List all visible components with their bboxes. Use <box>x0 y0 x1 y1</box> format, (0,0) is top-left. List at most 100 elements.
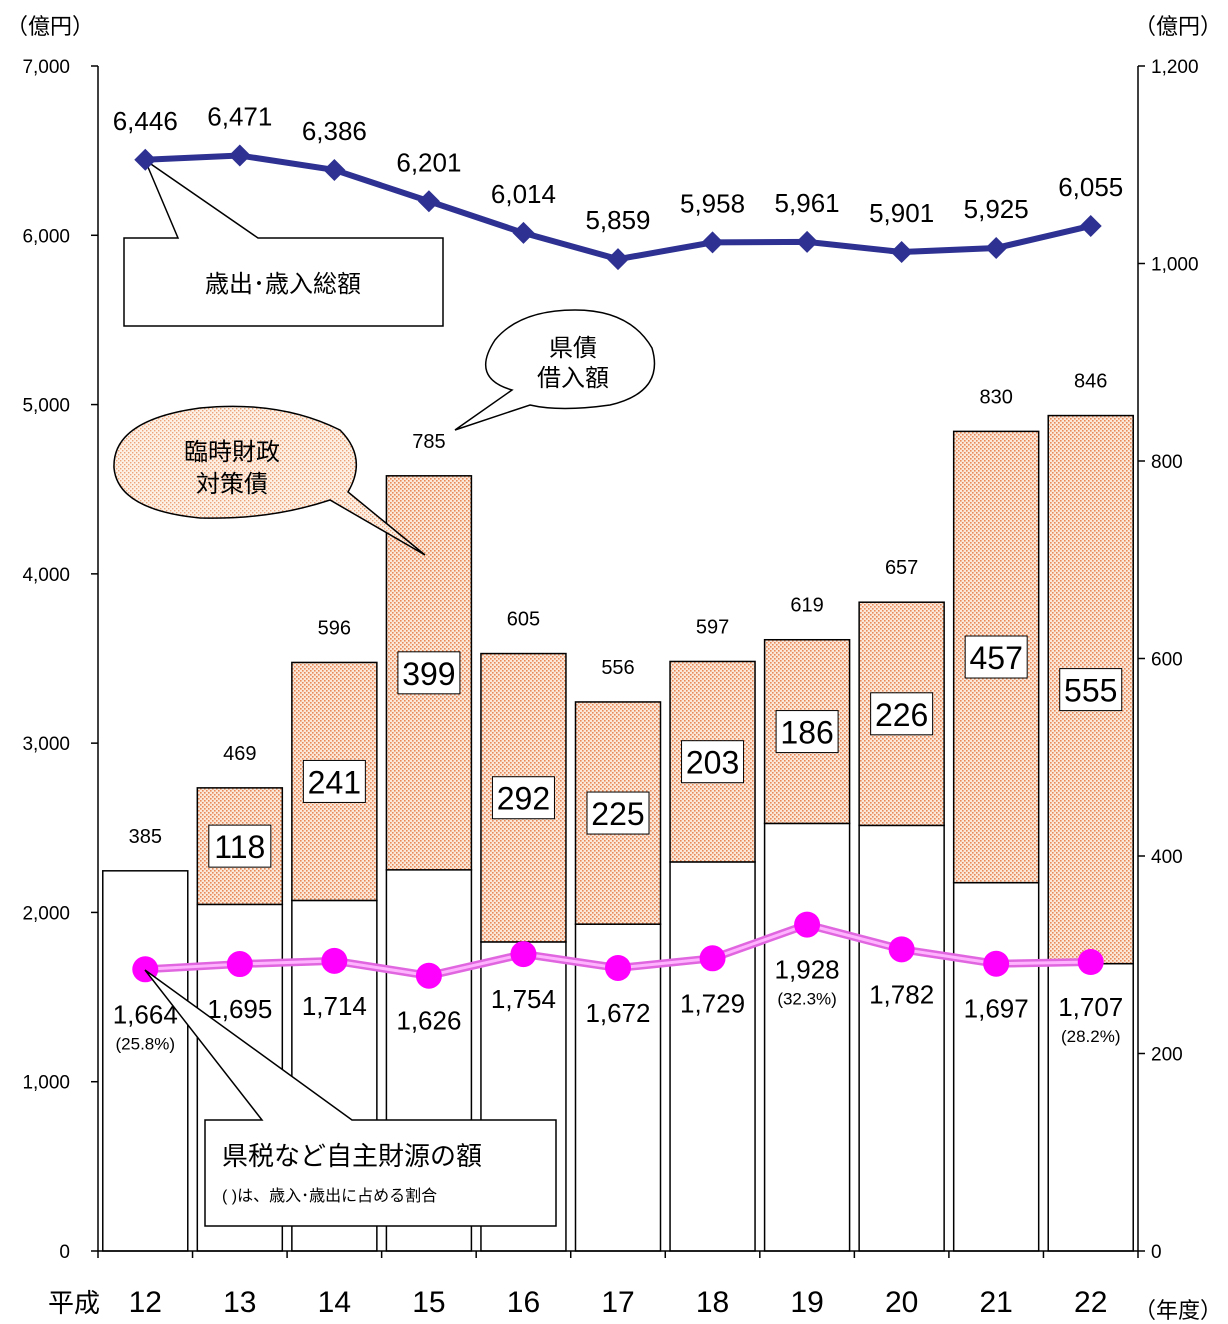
rinji-value-label: 399 <box>402 656 455 692</box>
total-value-label: 6,201 <box>396 147 461 177</box>
bond-value-label: 846 <box>1074 371 1107 393</box>
rinji-value-label: 555 <box>1064 673 1117 709</box>
x-axis-prefix: 平成 <box>48 1288 100 1318</box>
total-point <box>701 231 724 254</box>
total-line-series: 6,446 6,471 6,386 6,201 6,014 5,859 5,958 5,961… <box>113 102 1123 271</box>
total-value-label: 5,961 <box>775 188 840 218</box>
rinji-label-box <box>681 740 745 784</box>
total-value-label: 5,958 <box>680 188 745 218</box>
year-label: 21 <box>979 1286 1012 1319</box>
rinji-callout-line2: 対策債 <box>196 471 268 498</box>
year-label: 19 <box>790 1286 823 1319</box>
rinji-callout: 臨時財政 対策債 <box>113 405 426 556</box>
bond-bar-base <box>102 870 189 1252</box>
bond-callout-line1: 県債 <box>549 335 597 362</box>
own-revenue-point <box>888 936 915 963</box>
bond-value-label: 657 <box>885 557 918 579</box>
own-revenue-percent-label: (32.3%) <box>777 990 837 1009</box>
own-revenue-value-label: 1,707 <box>1058 992 1123 1022</box>
x-axis-unit: （年度） <box>1134 1298 1222 1323</box>
total-value-label: 5,901 <box>869 198 934 228</box>
own-revenue-point <box>321 947 348 974</box>
total-point <box>796 230 819 253</box>
own-revenue-percent-label: (25.8%) <box>116 1034 176 1053</box>
rinji-label-box <box>397 651 461 695</box>
own-revenue-value-label: 1,697 <box>964 994 1029 1024</box>
rinji-value-label: 186 <box>780 715 833 751</box>
bond-value-label: 785 <box>412 431 445 453</box>
own-revenue-value-label: 1,664 <box>113 999 178 1029</box>
own-revenue-percent-label: (28.2%) <box>1061 1027 1121 1046</box>
own-revenue-value-label: 1,754 <box>491 984 556 1014</box>
own-revenue-value-label: 1,714 <box>302 991 367 1021</box>
right-axis-tick-label: 200 <box>1151 1045 1183 1066</box>
own-revenue-value-label: 1,928 <box>775 955 840 985</box>
own-revenue-value-label: 1,729 <box>680 988 745 1018</box>
own-revenue-value-label: 1,695 <box>207 994 272 1024</box>
year-label: 14 <box>318 1286 351 1319</box>
bond-bar-base <box>763 822 851 1252</box>
own-revenue-point <box>1077 949 1104 976</box>
total-point <box>1079 214 1102 237</box>
own-revenue-value-label: 1,782 <box>869 979 934 1009</box>
rinji-label-box <box>208 824 272 868</box>
total-point <box>323 158 346 181</box>
own-revenue-point <box>226 951 253 978</box>
own-revenue-callout-title: 県税など自主財源の額 <box>222 1141 482 1171</box>
own-revenue-point <box>699 945 726 972</box>
right-axis-tick-label: 1,000 <box>1151 255 1199 276</box>
bond-callout: 県債 借入額 <box>454 309 656 431</box>
own-revenue-point <box>415 962 442 989</box>
rinji-label-box <box>964 635 1028 679</box>
left-axis-tick-label: 7,000 <box>22 57 70 78</box>
total-value-label: 6,471 <box>207 102 272 132</box>
rinji-label-box <box>1059 668 1123 712</box>
rinji-label-box <box>586 791 650 835</box>
total-callout: 歳出･歳入総額 <box>123 157 444 327</box>
total-callout-label: 歳出･歳入総額 <box>205 271 361 298</box>
left-axis-tick-label: 3,000 <box>22 734 70 755</box>
right-axis-tick-label: 0 <box>1151 1242 1162 1263</box>
left-axis-tick-label: 5,000 <box>22 396 70 417</box>
own-revenue-callout: 県税など自主財源の額 ( )は、歳入･歳出に占める割合 <box>144 969 557 1227</box>
bond-value-label: 385 <box>129 826 162 848</box>
total-point <box>985 236 1008 259</box>
total-value-label: 6,386 <box>302 116 367 146</box>
own-revenue-point <box>510 941 537 968</box>
right-axis: 0 200 400 600 800 1,000 1,200 <box>1137 57 1199 1263</box>
total-value-label: 5,925 <box>964 194 1029 224</box>
total-value-label: 6,055 <box>1058 172 1123 202</box>
rinji-value-label: 457 <box>969 640 1022 676</box>
total-value-label: 6,014 <box>491 179 556 209</box>
bond-value-label: 619 <box>790 595 823 617</box>
rinji-callout-line1: 臨時財政 <box>184 439 280 466</box>
rinji-label-box <box>302 759 366 803</box>
bond-bar-base <box>858 824 945 1252</box>
rinji-value-label: 203 <box>686 745 739 781</box>
total-point <box>134 148 157 171</box>
left-axis-tick-label: 4,000 <box>22 565 70 586</box>
bond-callout-line2: 借入額 <box>537 365 609 392</box>
rinji-value-label: 225 <box>591 796 644 832</box>
left-axis: 0 1,000 2,000 3,000 4,000 5,000 6,000 7,000 <box>22 57 99 1263</box>
left-axis-tick-label: 1,000 <box>22 1073 70 1094</box>
right-axis-tick-label: 800 <box>1151 452 1183 473</box>
bond-value-label: 605 <box>507 609 540 631</box>
own-revenue-point <box>794 911 821 938</box>
own-revenue-line-series: 1,664 (25.8%) 1,695 1,714 1,626 1,754 1,672 1,7… <box>113 911 1123 1053</box>
year-label: 17 <box>601 1286 634 1319</box>
total-point <box>512 221 535 244</box>
own-revenue-value-label: 1,626 <box>396 1006 461 1036</box>
total-point <box>607 248 629 271</box>
rinji-value-label: 292 <box>497 781 550 817</box>
left-axis-tick-label: 6,000 <box>22 226 70 247</box>
x-axis: 12 13 14 15 16 17 18 19 20 21 22 平成 （年度） <box>48 1250 1222 1323</box>
year-label: 15 <box>412 1286 445 1319</box>
rinji-value-label: 226 <box>875 697 928 733</box>
right-axis-tick-label: 1,200 <box>1151 57 1199 78</box>
bond-bar-base <box>952 881 1040 1252</box>
rinji-label-box <box>491 776 555 820</box>
total-point <box>228 144 251 167</box>
bond-value-label: 556 <box>601 657 634 679</box>
